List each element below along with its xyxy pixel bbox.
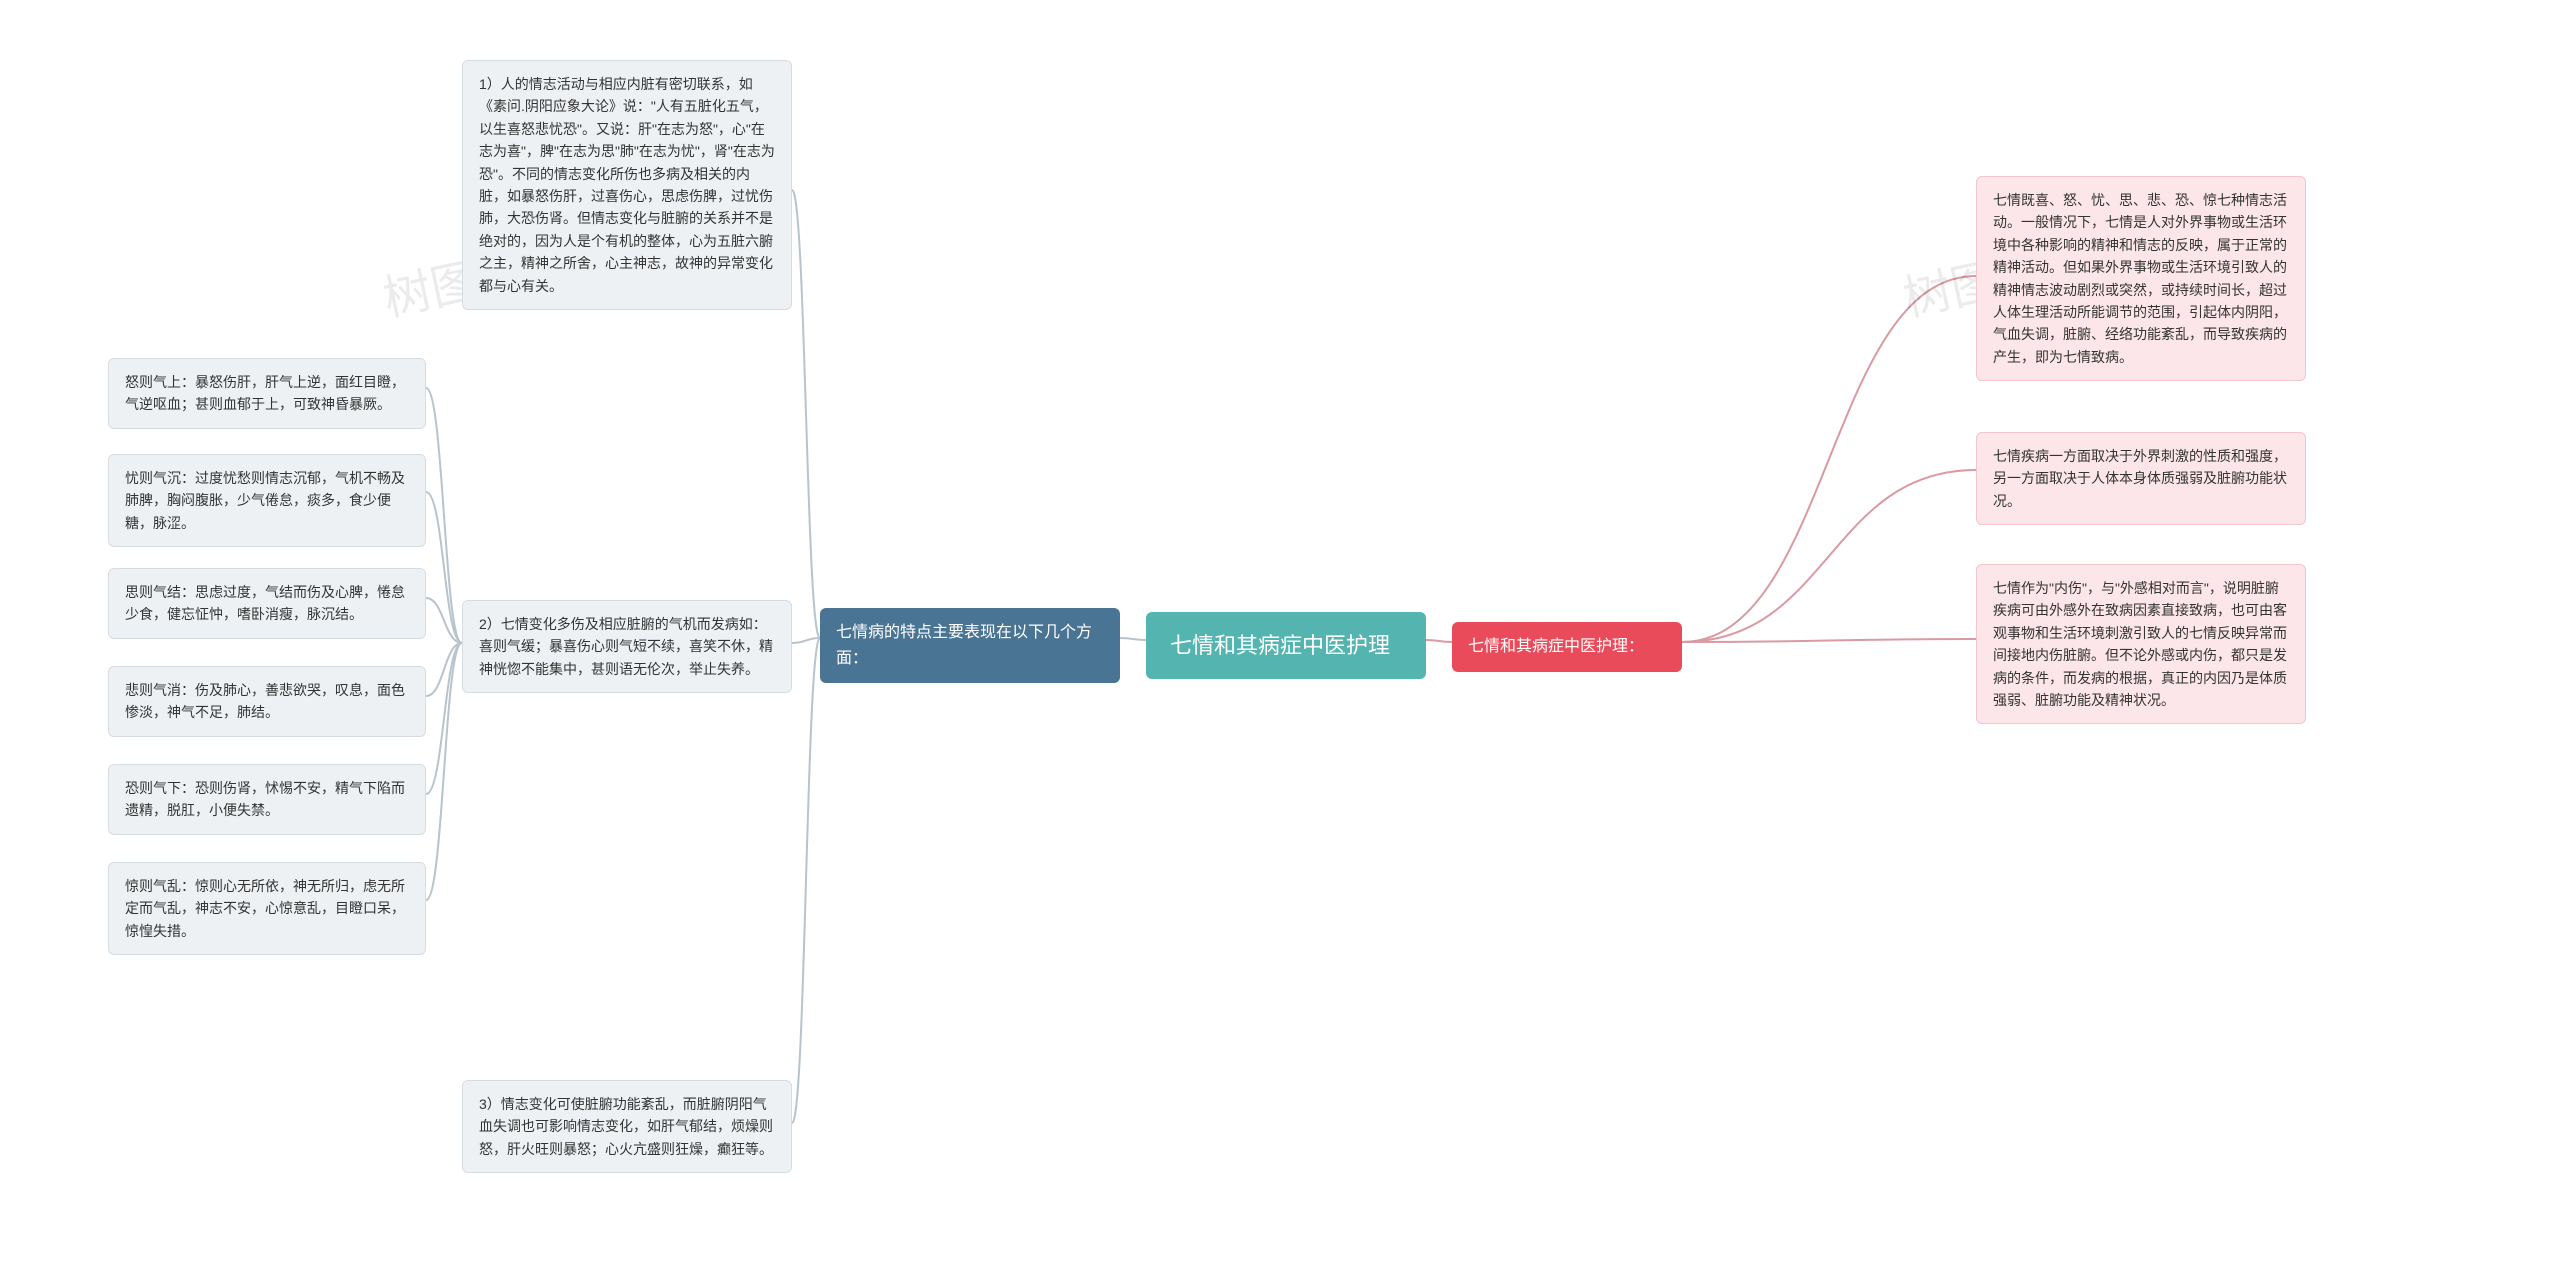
left-child-2[interactable]: 2）七情变化多伤及相应脏腑的气机而发病如：喜则气缓；暴喜伤心则气短不续，喜笑不休… — [462, 600, 792, 693]
right-child-2[interactable]: 七情疾病一方面取决于外界刺激的性质和强度，另一方面取决于人体本身体质强弱及脏腑功… — [1976, 432, 2306, 525]
right-main-node[interactable]: 七情和其病症中医护理： — [1452, 622, 1682, 672]
center-node[interactable]: 七情和其病症中医护理 — [1146, 612, 1426, 679]
left-grandchild-4[interactable]: 悲则气消：伤及肺心，善悲欲哭，叹息，面色惨淡，神气不足，肺结。 — [108, 666, 426, 737]
left-grandchild-2[interactable]: 忧则气沉：过度忧愁则情志沉郁，气机不畅及肺脾，胸闷腹胀，少气倦怠，痰多，食少便糖… — [108, 454, 426, 547]
right-child-3[interactable]: 七情作为"内伤"，与"外感相对而言"，说明脏腑疾病可由外感外在致病因素直接致病，… — [1976, 564, 2306, 724]
left-child-1[interactable]: 1）人的情志活动与相应内脏有密切联系，如《素问.阴阳应象大论》说："人有五脏化五… — [462, 60, 792, 310]
left-main-node[interactable]: 七情病的特点主要表现在以下几个方面： — [820, 608, 1120, 683]
right-child-1[interactable]: 七情既喜、怒、忧、思、悲、恐、惊七种情志活动。一般情况下，七情是人对外界事物或生… — [1976, 176, 2306, 381]
left-grandchild-3[interactable]: 思则气结：思虑过度，气结而伤及心脾，惓怠少食，健忘怔忡，嗜卧消瘦，脉沉结。 — [108, 568, 426, 639]
left-grandchild-6[interactable]: 惊则气乱：惊则心无所依，神无所归，虑无所定而气乱，神志不安，心惊意乱，目瞪口呆，… — [108, 862, 426, 955]
left-grandchild-5[interactable]: 恐则气下：恐则伤肾，怵惕不安，精气下陷而遗精，脱肛，小便失禁。 — [108, 764, 426, 835]
left-grandchild-1[interactable]: 怒则气上：暴怒伤肝，肝气上逆，面红目瞪，气逆呕血；甚则血郁于上，可致神昏暴厥。 — [108, 358, 426, 429]
left-child-3[interactable]: 3）情志变化可使脏腑功能紊乱，而脏腑阴阳气血失调也可影响情志变化，如肝气郁结，烦… — [462, 1080, 792, 1173]
